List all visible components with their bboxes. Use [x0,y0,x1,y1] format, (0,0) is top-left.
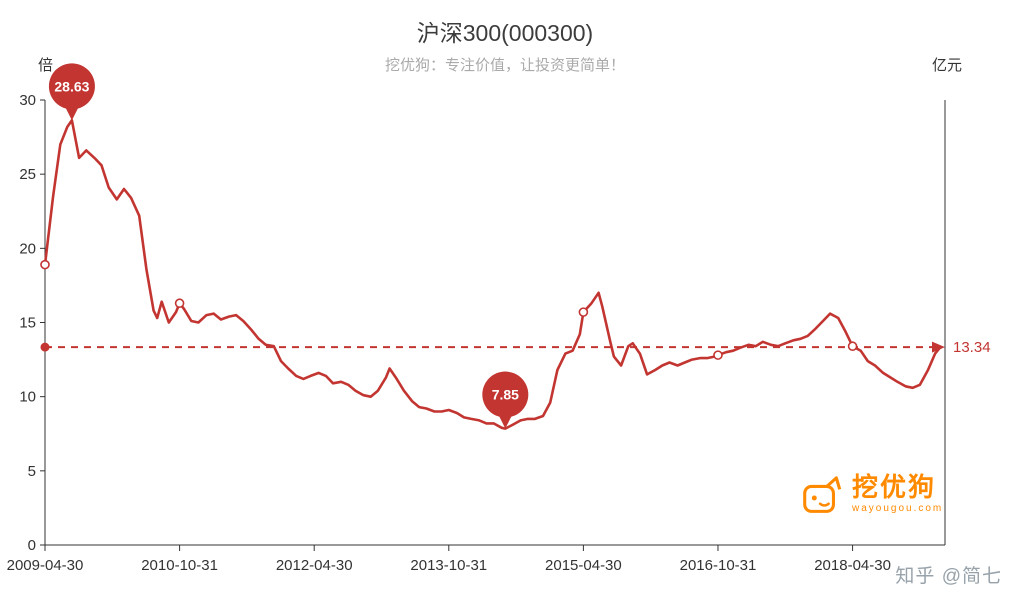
page-title: 沪深300(000300) [416,20,594,46]
svg-text:7.85: 7.85 [492,387,519,403]
logo-text: 挖优狗 wayougou.com [852,474,943,514]
svg-text:2015-04-30: 2015-04-30 [545,557,622,574]
svg-text:28.63: 28.63 [54,78,89,94]
svg-text:2012-04-30: 2012-04-30 [276,557,353,574]
chart-subtitle: 挖优狗：专注价值，让投资更简单！ [384,57,625,74]
left-axis-unit-label: 倍 [38,57,54,74]
svg-text:2009-04-30: 2009-04-30 [7,557,84,574]
svg-text:10: 10 [19,389,36,406]
logo-brand-name: 挖优狗 [852,472,937,502]
svg-text:25: 25 [19,166,36,183]
credit-watermark: 知乎 @简七 [895,566,1002,587]
svg-text:2018-04-30: 2018-04-30 [814,557,891,574]
wayougou-logo: 挖优狗 wayougou.com [798,474,943,520]
svg-text:30: 30 [19,92,36,109]
svg-text:0: 0 [28,537,36,554]
right-axis-unit-label: 亿元 [931,57,962,74]
svg-text:2010-10-31: 2010-10-31 [141,557,218,574]
svg-text:2013-10-31: 2013-10-31 [410,557,487,574]
dog-icon [803,476,842,513]
logo-brand-domain: wayougou.com [852,503,944,514]
svg-text:15: 15 [19,315,36,332]
svg-text:5: 5 [28,463,36,480]
svg-text:20: 20 [19,240,36,257]
svg-text:13.34: 13.34 [953,339,991,356]
svg-text:2016-10-31: 2016-10-31 [680,557,757,574]
